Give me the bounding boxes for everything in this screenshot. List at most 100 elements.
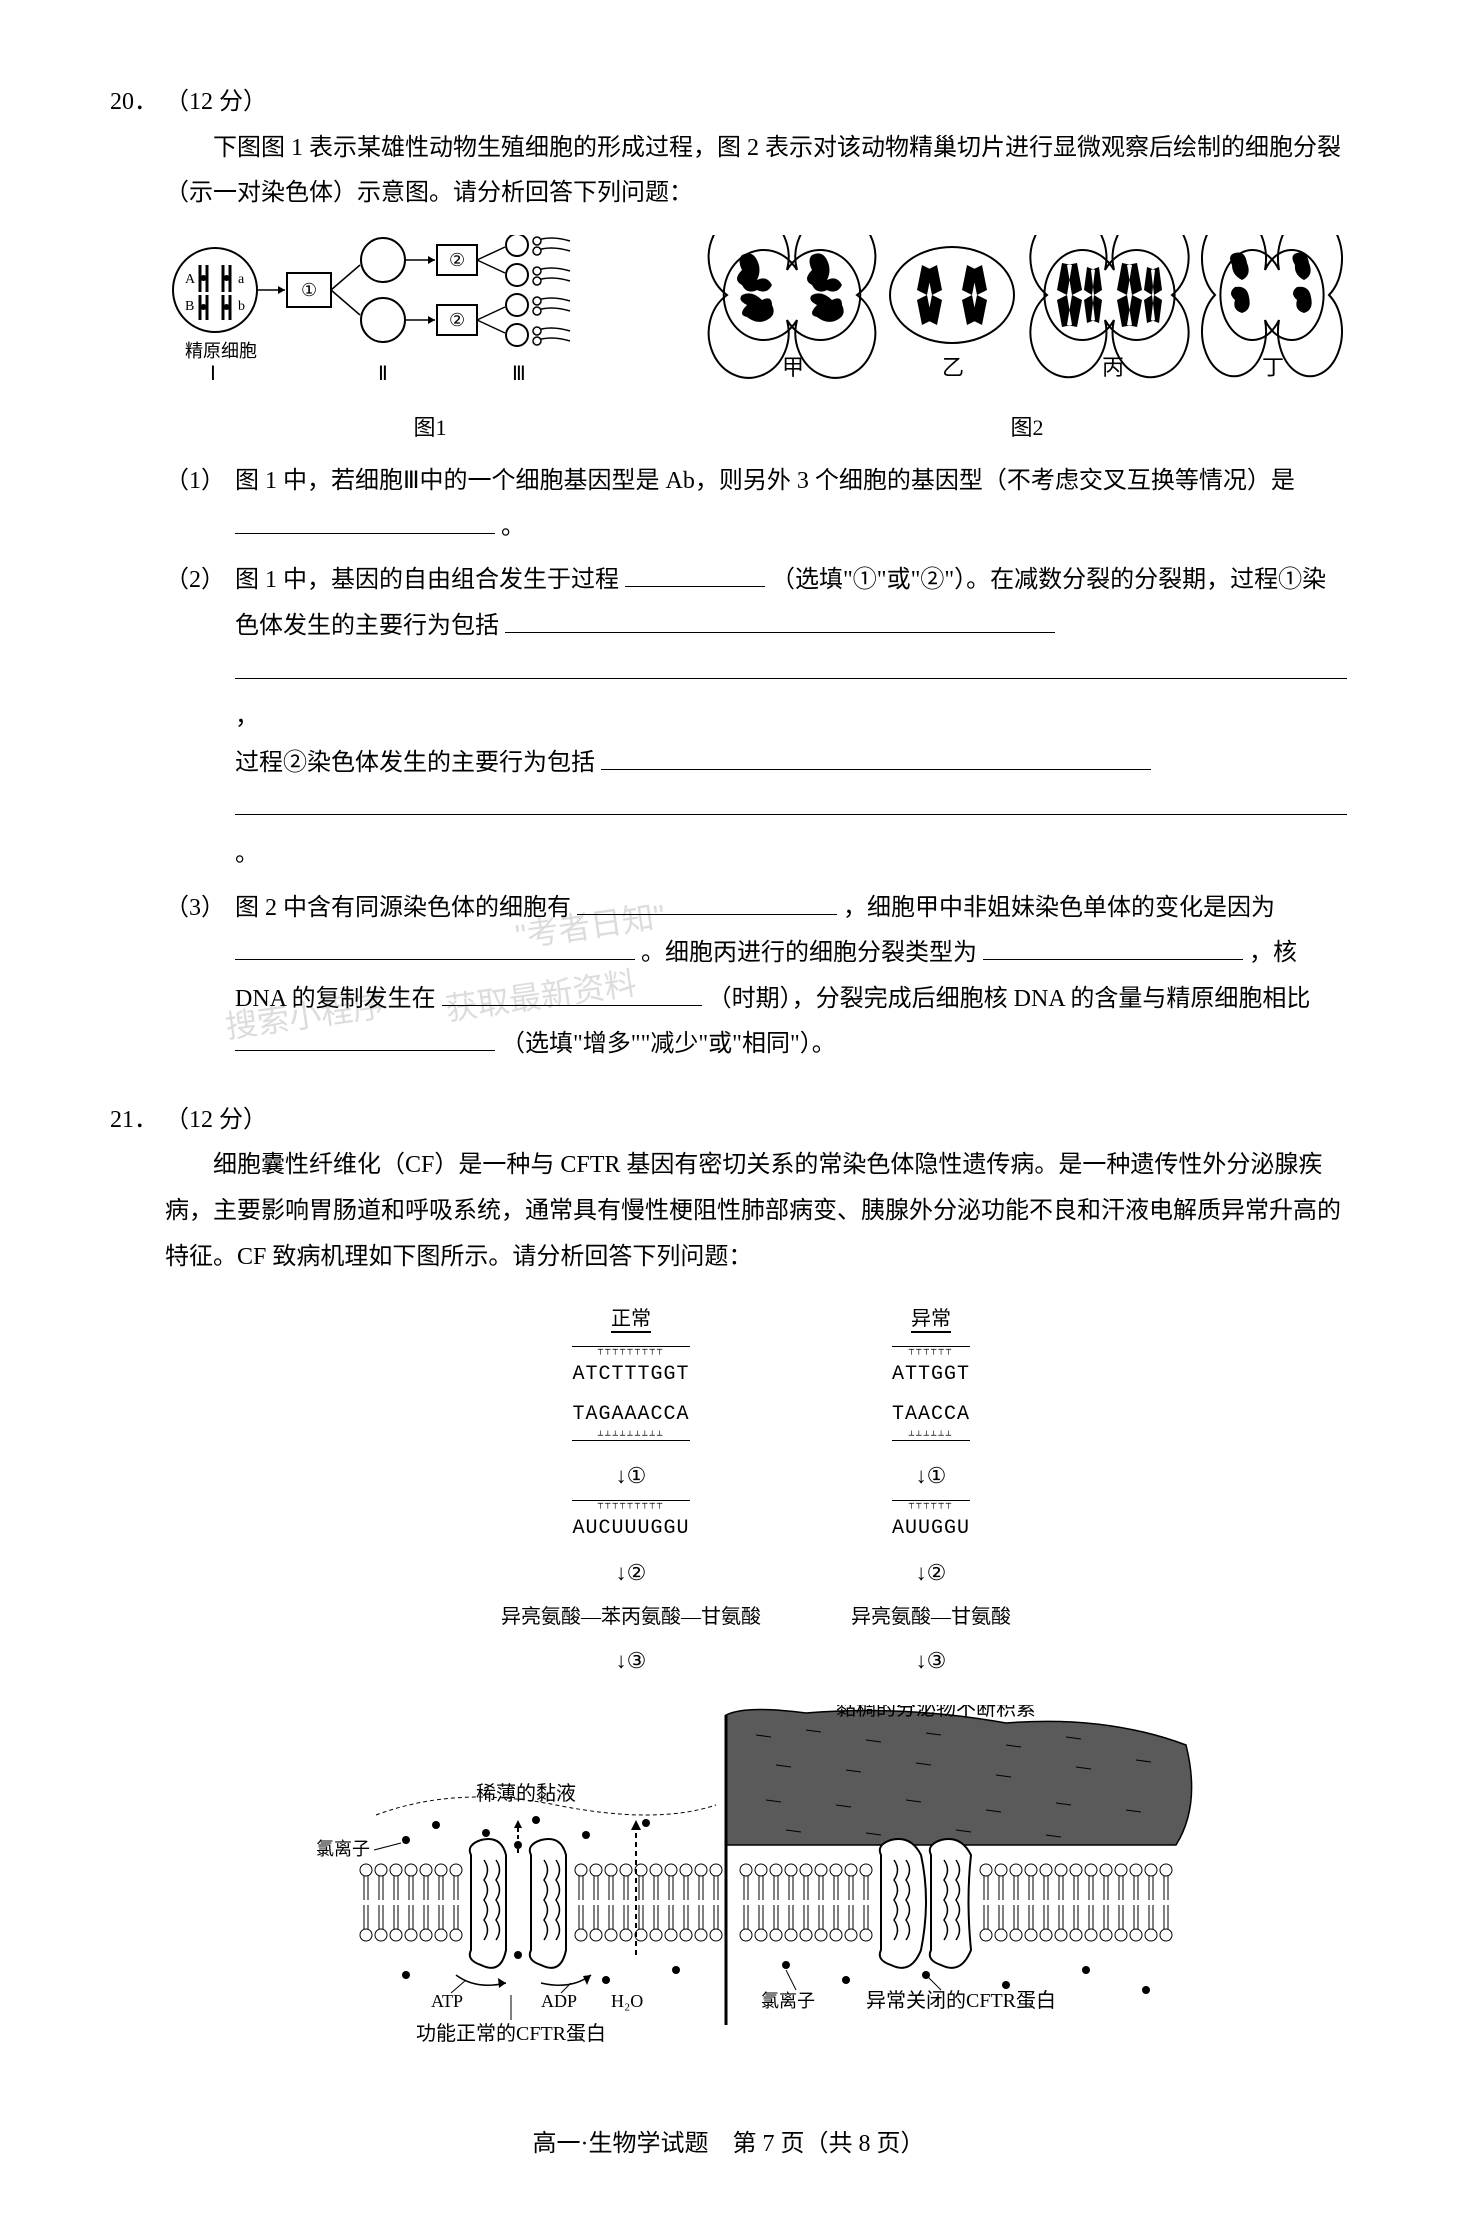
normal-dna-top: ATCTTTGGT <box>572 1363 689 1386</box>
sub1-text2: 。 <box>501 514 525 540</box>
q20-body: 下图图 1 表示某雄性动物生殖细胞的形成过程，图 2 表示对该动物精巢切片进行显… <box>165 126 1347 1068</box>
sub2-content: 图 1 中，基因的自由组合发生于过程 （选填"①"或"②"）。在减数分裂的分裂期… <box>235 558 1347 877</box>
q20-points: （12 分） <box>165 80 267 126</box>
thick-mucus-label: 黏稠的分泌物不断积累 <box>836 1705 1036 1720</box>
gene-b: b <box>238 299 245 314</box>
membrane-svg: 黏稠的分泌物不断积累 稀薄的黏液 氯离子 <box>306 1705 1206 2065</box>
q20-sub2: （2） 图 1 中，基因的自由组合发生于过程 （选填"①"或"②"）。在减数分裂… <box>165 558 1347 877</box>
sub2-text5: 。 <box>235 841 259 867</box>
fig1-caption: 图1 <box>165 407 695 449</box>
abnormal-cftr-protein <box>880 1839 971 1968</box>
sub3-content: 图 2 中含有同源染色体的细胞有 ，细胞甲中非姐妹染色单体的变化是因为 。细胞丙… <box>235 886 1347 1068</box>
cell-ding: 丁 <box>1262 355 1284 380</box>
membrane-figure: 黏稠的分泌物不断积累 稀薄的黏液 氯离子 <box>306 1705 1206 2082</box>
sub2-blank2b[interactable] <box>235 650 1347 679</box>
q20-sub1: （1） 图 1 中，若细胞Ⅲ中的一个细胞基因型是 Ab，则另外 3 个细胞的基因… <box>165 459 1347 550</box>
cl-right-label: 氯离子 <box>761 1991 815 2011</box>
process-1: ① <box>301 280 317 300</box>
roman-1: Ⅰ <box>210 363 216 385</box>
q21-points: （12 分） <box>165 1098 267 1144</box>
question-20: 20． （12 分） 下图图 1 表示某雄性动物生殖细胞的形成过程，图 2 表示… <box>110 80 1347 1068</box>
abnormal-rna: AUUGGU <box>892 1517 970 1540</box>
normal-cftr-protein <box>470 1820 566 1968</box>
abnormal-step3: ③ <box>927 1648 947 1673</box>
page-footer: 高一·生物学试题 第 7 页（共 8 页） <box>110 2122 1347 2168</box>
figure-1: A a B b <box>165 235 695 449</box>
q21-intro: 细胞囊性纤维化（CF）是一种与 CFTR 基因有密切关系的常染色体隐性遗传病。是… <box>165 1143 1347 1280</box>
normal-step3: ③ <box>627 1648 647 1673</box>
fig2-caption: 图2 <box>707 407 1347 449</box>
normal-arrow1: ↓① <box>501 1455 761 1497</box>
sub3-text2: ，细胞甲中非姐妹染色单体的变化是因为 <box>843 895 1275 921</box>
sub2-blank1[interactable] <box>625 559 765 588</box>
atp-label: ATP <box>431 1991 463 2011</box>
gene-B: B <box>185 299 194 314</box>
roman-3: Ⅲ <box>512 363 526 385</box>
sub2-num: （2） <box>165 558 235 877</box>
abnormal-arrow3: ↓③ <box>851 1640 1011 1682</box>
abnormal-arrow2: ↓② <box>851 1552 1011 1594</box>
normal-arrow2: ↓② <box>501 1552 761 1594</box>
cl-left-label: 氯离子 <box>316 1839 370 1859</box>
normal-rna: AUCUUUGGU <box>572 1517 689 1540</box>
sub2-text3: ， <box>235 704 259 730</box>
abnormal-protein-label: 异常关闭的CFTR蛋白 <box>866 1989 1056 2012</box>
cell-bing: 丙 <box>1102 355 1124 380</box>
seq-abnormal: 异常 ┬┬┬┬┬┬ ATTGGT TAACCA ┴┴┴┴┴┴ ↓① ┬┬┬┬┬┬… <box>851 1300 1011 1685</box>
sub3-blank4[interactable] <box>442 977 702 1006</box>
q20-figures: A a B b <box>165 235 1347 449</box>
sub1-content: 图 1 中，若细胞Ⅲ中的一个细胞基因型是 Ab，则另外 3 个细胞的基因型（不考… <box>235 459 1347 550</box>
abnormal-arrow1: ↓① <box>851 1455 1011 1497</box>
roman-2: Ⅱ <box>378 363 388 385</box>
sub3-text1: 图 2 中含有同源染色体的细胞有 <box>235 895 571 921</box>
normal-step2: ② <box>627 1560 647 1585</box>
adp-label: ADP <box>541 1991 577 2011</box>
h2o-label: H₂O <box>611 1991 643 2011</box>
sub2-blank3[interactable] <box>601 741 1151 770</box>
sub2-blank3b[interactable] <box>235 787 1347 816</box>
abnormal-step1: ① <box>927 1463 947 1488</box>
cell-yi: 乙 <box>942 355 964 380</box>
question-21: 21． （12 分） 细胞囊性纤维化（CF）是一种与 CFTR 基因有密切关系的… <box>110 1098 1347 2082</box>
sub3-num: （3） <box>165 886 235 1068</box>
sub3-blank1[interactable] <box>577 886 837 915</box>
normal-step1: ① <box>627 1463 647 1488</box>
process-2a: ② <box>449 250 465 270</box>
abnormal-dna-bot: TAACCA <box>892 1403 970 1426</box>
normal-dna-bot: TAGAAACCA <box>572 1403 689 1426</box>
sub1-num: （1） <box>165 459 235 550</box>
normal-aa: 异亮氨酸—苯丙氨酸—甘氨酸 <box>501 1598 761 1636</box>
q21-body: 细胞囊性纤维化（CF）是一种与 CFTR 基因有密切关系的常染色体隐性遗传病。是… <box>165 1143 1347 2082</box>
gene-A: A <box>185 272 196 287</box>
sub3-text3: 。细胞丙进行的细胞分裂类型为 <box>641 940 977 966</box>
abnormal-aa: 异亮氨酸—甘氨酸 <box>851 1598 1011 1636</box>
sub3-blank5[interactable] <box>235 1023 495 1052</box>
abnormal-step2: ② <box>927 1560 947 1585</box>
abnormal-dna-top: ATTGGT <box>892 1363 970 1386</box>
sub2-blank2[interactable] <box>505 604 1055 633</box>
sub1-blank[interactable] <box>235 505 495 534</box>
sub3-text6: （选填"增多""减少"或"相同"）。 <box>501 1031 836 1057</box>
sub3-text5: （时期），分裂完成后细胞核 DNA 的含量与精原细胞相比 <box>708 986 1311 1012</box>
normal-protein-label: 功能正常的CFTR蛋白 <box>416 2022 606 2045</box>
seq-normal: 正常 ┬┬┬┬┬┬┬┬┬ ATCTTTGGT TAGAAACCA ┴┴┴┴┴┴┴… <box>501 1300 761 1685</box>
sub1-text1: 图 1 中，若细胞Ⅲ中的一个细胞基因型是 Ab，则另外 3 个细胞的基因型（不考… <box>235 468 1295 494</box>
sub3-blank2[interactable] <box>235 931 635 960</box>
cell-jia: 甲 <box>782 355 804 380</box>
sub3-blank3[interactable] <box>983 931 1243 960</box>
q20-header: 20． （12 分） <box>110 80 1347 126</box>
abnormal-title: 异常 <box>851 1300 1011 1338</box>
normal-title: 正常 <box>501 1300 761 1338</box>
q20-number: 20． <box>110 80 165 126</box>
normal-arrow3: ↓③ <box>501 1640 761 1682</box>
sub2-text4: 过程②染色体发生的主要行为包括 <box>235 750 595 776</box>
figure-2: 甲 乙 丙 丁 图2 <box>707 235 1347 449</box>
fig1-svg: A a B b <box>165 235 695 385</box>
thin-mucus-label: 稀薄的黏液 <box>476 1782 576 1805</box>
fig2-svg: 甲 乙 丙 丁 <box>707 235 1347 385</box>
gene-a: a <box>238 272 245 287</box>
q21-header: 21． （12 分） <box>110 1098 1347 1144</box>
fig1-cell-label: 精原细胞 <box>185 341 257 361</box>
sequence-diagram: 正常 ┬┬┬┬┬┬┬┬┬ ATCTTTGGT TAGAAACCA ┴┴┴┴┴┴┴… <box>165 1300 1347 1685</box>
process-2b: ② <box>449 310 465 330</box>
